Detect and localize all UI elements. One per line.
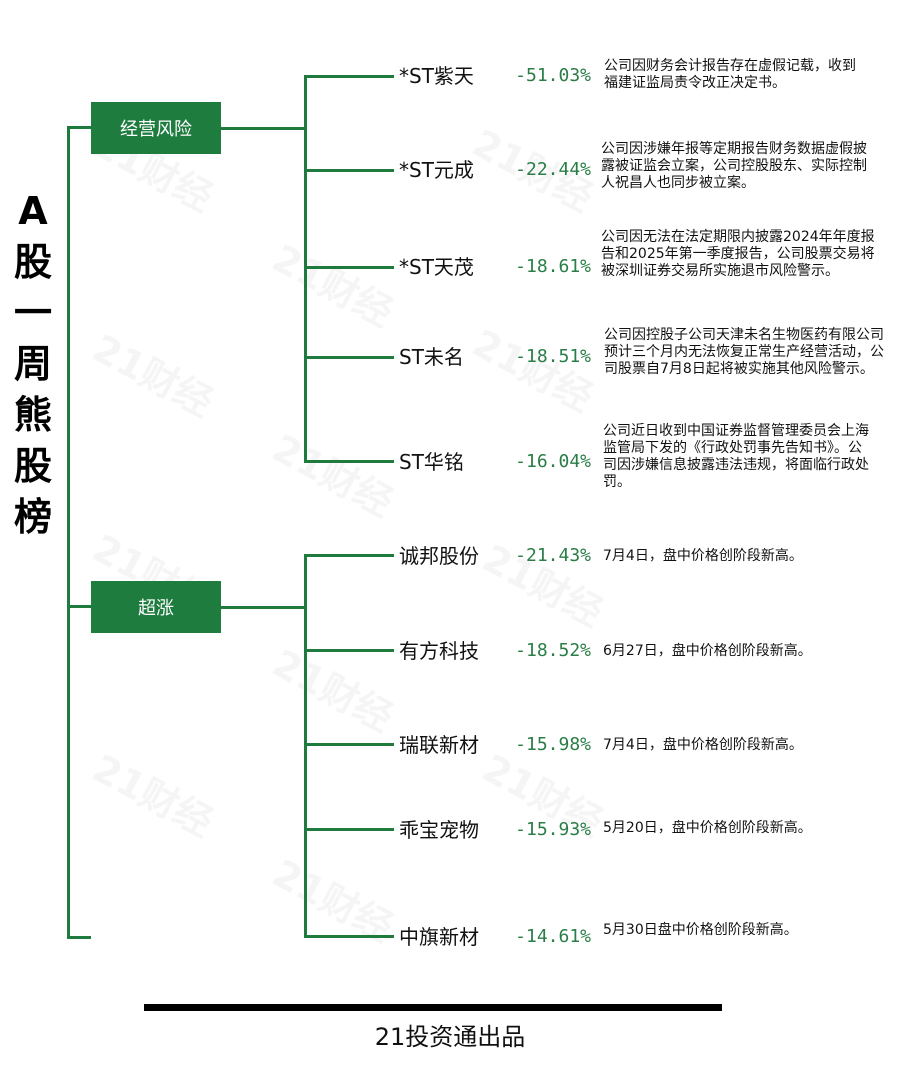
title-char: 周 bbox=[13, 342, 52, 386]
title-char: 一 bbox=[13, 291, 52, 335]
stock-change: -14.61% bbox=[515, 926, 591, 947]
root-branch-line bbox=[67, 126, 91, 129]
stock-note: 5月30日盘中价格创阶段新高。 bbox=[603, 922, 798, 938]
stock-change: -18.61% bbox=[515, 256, 591, 277]
stock-branch-line bbox=[304, 935, 394, 938]
stock-change: -22.44% bbox=[515, 159, 591, 180]
stock-name: *ST天茂 bbox=[399, 255, 474, 279]
category-trunk-line bbox=[304, 554, 307, 938]
watermark: 21财经 bbox=[265, 425, 401, 526]
stock-name: 诚邦股份 bbox=[399, 544, 479, 568]
stock-note: 公司因涉嫌年报等定期报告财务数据虚假披露被证监会立案，公司控股股东、实际控制人祝… bbox=[601, 141, 867, 191]
stock-note: 公司因财务会计报告存在虚假记载，收到福建证监局责令改正决定书。 bbox=[604, 58, 856, 91]
root-branch-line bbox=[67, 605, 91, 608]
stock-branch-line bbox=[304, 356, 394, 359]
stock-note: 6月27日，盘中价格创阶段新高。 bbox=[603, 643, 812, 659]
stock-name: *ST紫天 bbox=[399, 64, 474, 88]
stock-change: -15.93% bbox=[515, 819, 591, 840]
stock-branch-line bbox=[304, 75, 394, 78]
stock-note: 公司因无法在法定期限内披露2024年年度报告和2025年第一季度报告，公司股票交… bbox=[601, 229, 875, 279]
stock-note: 5月20日，盘中价格创阶段新高。 bbox=[603, 820, 812, 836]
category-branch-line bbox=[221, 606, 305, 609]
category-branch-line bbox=[221, 127, 305, 130]
title-char: 股 bbox=[13, 444, 52, 488]
stock-name: ST未名 bbox=[399, 345, 464, 369]
stock-name: 乖宝宠物 bbox=[399, 818, 479, 842]
stock-change: -21.43% bbox=[515, 545, 591, 566]
stock-change: -18.52% bbox=[515, 640, 591, 661]
stock-change: -18.51% bbox=[515, 346, 591, 367]
stock-note: 公司因控股子公司天津未名生物医药有限公司预计三个月内无法恢复正常生产经营活动，公… bbox=[604, 327, 884, 377]
footer-credit: 21投资通出品 bbox=[374, 1023, 526, 1051]
root-trunk-line bbox=[67, 126, 70, 938]
stock-note: 7月4日，盘中价格创阶段新高。 bbox=[603, 548, 803, 564]
stock-note: 公司近日收到中国证券监督管理委员会上海监管局下发的《行政处罚事先告知书》。公司因… bbox=[603, 423, 869, 490]
stock-branch-line bbox=[304, 554, 394, 557]
stock-change: -51.03% bbox=[515, 65, 591, 86]
stock-branch-line bbox=[304, 743, 394, 746]
stock-change: -15.98% bbox=[515, 734, 591, 755]
title-char: A bbox=[18, 189, 48, 233]
stock-name: *ST元成 bbox=[399, 158, 474, 182]
watermark: 21财经 bbox=[265, 235, 401, 336]
stock-name: 有方科技 bbox=[399, 639, 479, 663]
stock-note: 7月4日，盘中价格创阶段新高。 bbox=[603, 737, 803, 753]
title-char: 熊 bbox=[13, 393, 52, 437]
stock-branch-line bbox=[304, 266, 394, 269]
category-trunk-line bbox=[304, 75, 307, 463]
stock-branch-line bbox=[304, 169, 394, 172]
watermark: 21财经 bbox=[85, 325, 221, 426]
watermark: 21财经 bbox=[85, 745, 221, 846]
stock-branch-line bbox=[304, 460, 394, 463]
stock-change: -16.04% bbox=[515, 451, 591, 472]
category-box-overheated: 超涨 bbox=[91, 581, 221, 633]
root-branch-line bbox=[67, 936, 91, 939]
stock-branch-line bbox=[304, 649, 394, 652]
title-char: 榜 bbox=[13, 495, 52, 539]
stock-name: 中旗新材 bbox=[399, 925, 479, 949]
category-box-operating-risk: 经营风险 bbox=[91, 102, 221, 154]
title-char: 股 bbox=[13, 240, 52, 284]
stock-branch-line bbox=[304, 828, 394, 831]
stock-name: 瑞联新材 bbox=[399, 733, 479, 757]
footer-divider bbox=[144, 1004, 722, 1011]
stock-name: ST华铭 bbox=[399, 450, 464, 474]
